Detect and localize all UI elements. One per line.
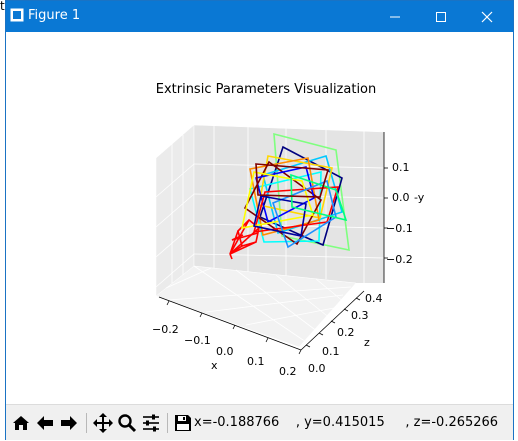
cursor-coordinates: x=-0.188766 , y=0.415015 , z=-0.265266 bbox=[194, 415, 499, 430]
z-tick-label: 0.0 bbox=[308, 362, 326, 375]
app-icon bbox=[10, 8, 24, 22]
figure-title: Extrinsic Parameters Visualization bbox=[156, 82, 377, 97]
close-icon bbox=[481, 11, 493, 22]
z-tick-label: 0.1 bbox=[322, 345, 340, 358]
y-tick-labels: 0.1 0.0 −0.1 −0.2 bbox=[386, 161, 413, 266]
board bbox=[258, 155, 333, 219]
board bbox=[255, 163, 330, 198]
z-tick-label: 0.2 bbox=[337, 326, 355, 339]
plot-3d[interactable]: Extrinsic Parameters Visualization bbox=[6, 32, 513, 404]
x-tick-label: −0.2 bbox=[152, 323, 179, 336]
board bbox=[255, 166, 315, 224]
minimize-icon bbox=[390, 16, 400, 17]
title-bar[interactable]: Figure 1 bbox=[6, 1, 513, 32]
z-tick-label: 0.4 bbox=[365, 292, 383, 305]
y-tick-label: 0.1 bbox=[392, 161, 410, 174]
y-tick-label: 0.0 bbox=[392, 191, 410, 204]
magnifier-icon bbox=[118, 414, 137, 433]
background-text: t bbox=[0, 0, 5, 13]
z-axis-label: z bbox=[364, 336, 370, 349]
navigation-toolbar: x=-0.188766 , y=0.415015 , z=-0.265266 bbox=[6, 404, 513, 440]
figure-canvas[interactable]: Extrinsic Parameters Visualization bbox=[6, 32, 513, 404]
x-tick-label: 0.1 bbox=[247, 355, 265, 368]
home-icon bbox=[13, 416, 29, 430]
z-tick-labels: 0.0 0.1 0.2 0.3 0.4 bbox=[308, 292, 383, 375]
arrow-left-icon bbox=[37, 416, 53, 430]
floppy-disk-icon bbox=[175, 415, 191, 431]
x-tick-label: 0.2 bbox=[279, 365, 297, 378]
y-tick-label: −0.1 bbox=[386, 222, 413, 235]
back-button[interactable] bbox=[34, 412, 56, 434]
x-tick-label: 0.0 bbox=[216, 345, 234, 358]
z-ticks bbox=[305, 297, 361, 348]
x-tick-labels: −0.2 −0.1 0.0 0.1 0.2 bbox=[152, 323, 297, 378]
home-button[interactable] bbox=[10, 412, 32, 434]
maximize-icon bbox=[436, 11, 446, 22]
forward-button[interactable] bbox=[58, 412, 80, 434]
calibration-boards bbox=[240, 132, 350, 252]
board bbox=[240, 171, 315, 230]
maximize-button[interactable] bbox=[418, 1, 464, 32]
sliders-icon bbox=[143, 414, 159, 432]
save-button[interactable] bbox=[172, 412, 194, 434]
camera-frustum bbox=[229, 218, 260, 260]
minimize-button[interactable] bbox=[372, 1, 418, 32]
board bbox=[273, 132, 350, 252]
y-tick-label: −0.2 bbox=[386, 253, 413, 266]
move-icon bbox=[93, 413, 113, 433]
zoom-button[interactable] bbox=[116, 412, 138, 434]
back-pane bbox=[193, 124, 385, 284]
x-ticks bbox=[166, 300, 302, 355]
z-tick-label: 0.3 bbox=[351, 309, 369, 322]
y-ticks bbox=[384, 167, 388, 259]
configure-subplots-button[interactable] bbox=[140, 412, 162, 434]
x-tick-label: −0.1 bbox=[184, 334, 211, 347]
back-pane-right bbox=[356, 132, 384, 283]
x-axis-label: x bbox=[211, 359, 218, 372]
board bbox=[253, 195, 307, 237]
y-axis-label: -y bbox=[414, 191, 425, 204]
arrow-right-icon bbox=[61, 416, 77, 430]
pan-button[interactable] bbox=[92, 412, 114, 434]
figure-window: Figure 1 Extrinsic Parameters Visualizat… bbox=[5, 0, 514, 440]
window-title: Figure 1 bbox=[28, 8, 81, 23]
close-button[interactable] bbox=[464, 1, 510, 32]
toolbar-separator bbox=[86, 413, 87, 433]
toolbar-separator bbox=[167, 413, 168, 433]
